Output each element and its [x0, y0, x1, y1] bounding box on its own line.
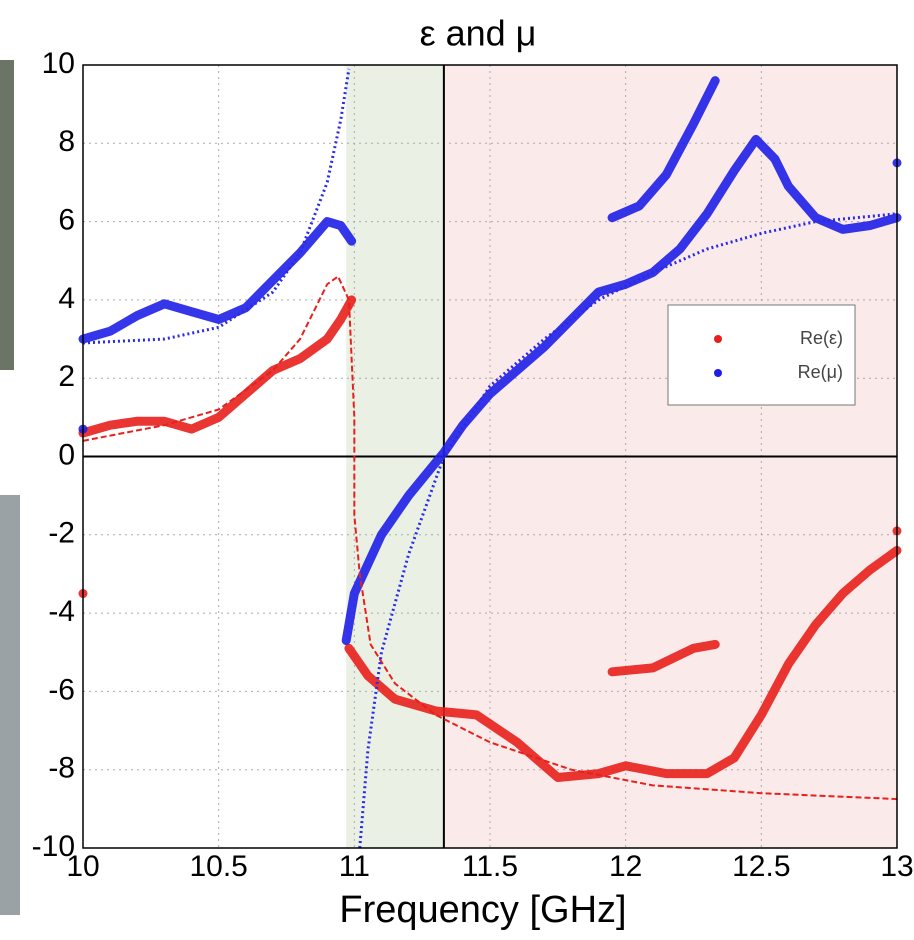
series-line: [78, 295, 902, 783]
photo-fragment: [0, 495, 20, 915]
x-tick-label: 10.5: [189, 850, 247, 883]
legend-label: Re(ε): [800, 328, 843, 348]
y-tick-label: -4: [48, 595, 75, 628]
x-tick-label: 12.5: [732, 850, 790, 883]
y-tick-label: -8: [48, 752, 75, 785]
legend-marker: [714, 369, 722, 377]
plot-frame: [82, 64, 898, 849]
plot-area: Re(ε) Re(μ): [78, 64, 902, 849]
chart-title: ε and μ: [420, 13, 537, 54]
series-line: [78, 76, 902, 646]
x-tick-label: 10: [66, 850, 99, 883]
y-tick-label: 2: [58, 360, 75, 393]
series-line: [82, 274, 898, 801]
y-tick-label: 6: [58, 204, 75, 237]
y-tick-label: 10: [42, 47, 75, 80]
legend-marker: [714, 335, 722, 343]
y-tick-label: 4: [58, 282, 75, 315]
x-tick-label: 11: [339, 850, 370, 883]
legend-label: Re(μ): [798, 362, 843, 382]
y-tick-label: 0: [58, 438, 75, 471]
x-tick-label: 11.5: [462, 850, 518, 883]
series-line: [82, 68, 898, 849]
x-tick-label: 12: [609, 850, 642, 883]
x-axis-label: Frequency [GHz]: [339, 889, 626, 931]
y-tick-label: -2: [48, 517, 75, 550]
y-tick-label: -10: [32, 830, 75, 863]
x-tick-label: 13: [880, 850, 913, 883]
y-tick-label: -6: [48, 673, 75, 706]
y-tick-label: 8: [58, 125, 75, 158]
photo-fragment: [0, 60, 14, 370]
legend-box: [667, 304, 856, 406]
